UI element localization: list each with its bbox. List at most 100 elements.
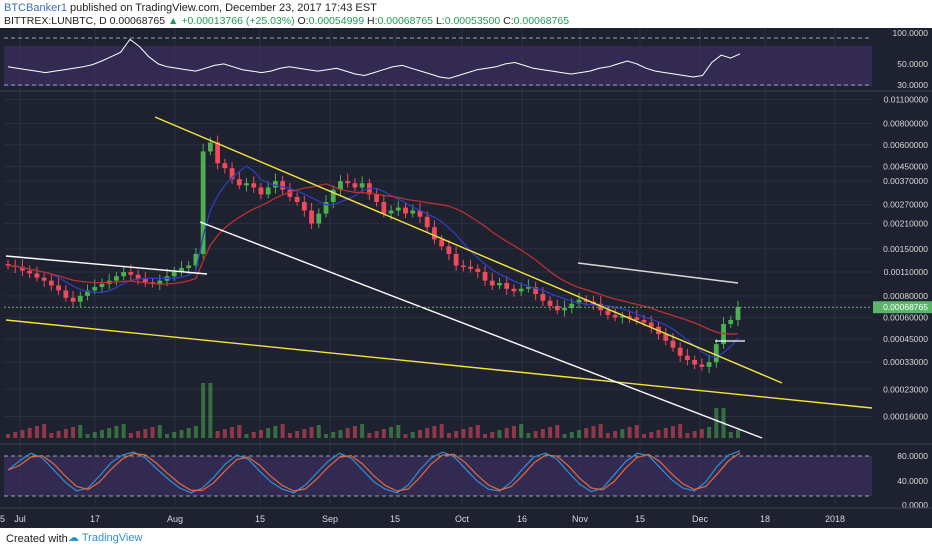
volume-bar (707, 427, 712, 438)
volume-bar (475, 425, 480, 438)
candle-body (265, 187, 271, 195)
candle-body (460, 265, 466, 267)
volume-bar (381, 429, 386, 438)
price-chart[interactable]: 100.0000 50.0000 30.0000 0.01100000 0.008000… (0, 28, 932, 528)
time-tick-label: 15 (0, 514, 5, 524)
volume-bar (165, 434, 170, 438)
stochastic-k-line (7, 450, 741, 494)
volume-bar (352, 426, 357, 438)
candle-body (374, 194, 380, 203)
volume-bar (569, 432, 574, 438)
volume-bar (417, 430, 422, 438)
time-tick-label: Sep (322, 514, 338, 524)
open-value: 0.00054999 (308, 15, 365, 27)
volume-bar (685, 433, 690, 438)
candle-body (128, 272, 134, 275)
candle-body (236, 179, 242, 186)
volume-bar (99, 430, 104, 438)
candle-body (200, 151, 206, 254)
candle-body (432, 227, 437, 240)
volume-bar (49, 433, 54, 438)
stochastic-tick-label: 40.0000 (897, 476, 928, 486)
volume-bar (439, 424, 444, 438)
price-tick-label: 0.00060000 (883, 312, 928, 322)
last-price: 0.00068765 (109, 15, 166, 27)
volume-bar (85, 434, 90, 438)
volume-bar (136, 431, 141, 438)
volume-bar (670, 426, 675, 438)
last-price-tag-label: 0.00068765 (883, 302, 928, 312)
chart-header: BTCBanker1 published on TradingView.com,… (0, 0, 932, 28)
candle-body (489, 280, 495, 286)
candle-body (20, 266, 25, 271)
candle-body (395, 207, 401, 211)
close-label: C: (503, 15, 514, 27)
volume-bar (620, 429, 625, 438)
tradingview-logo[interactable]: ☁ TradingView (68, 531, 142, 544)
price-tick-label: 0.00150000 (883, 244, 928, 254)
price-axis: 100.0000 50.0000 30.0000 0.01100000 0.008000… (873, 28, 932, 510)
volume-bar (230, 427, 235, 438)
volume-bar (461, 429, 466, 438)
volume-bar (699, 429, 704, 438)
volume-bar (446, 433, 451, 438)
candle-body (728, 319, 734, 324)
candle-body (186, 265, 192, 269)
volume-bar (237, 425, 242, 438)
price-tick-label: 0.00023000 (883, 384, 928, 394)
volume-bar (244, 434, 249, 438)
time-tick-label: Jul (14, 514, 26, 524)
candle-body (157, 280, 163, 284)
candle-body (663, 334, 669, 341)
volume-bar (302, 429, 307, 438)
volume-bar (121, 424, 126, 438)
published-text: published on TradingView.com, December 2… (70, 2, 377, 14)
candle-body (627, 316, 632, 318)
symbol-label[interactable]: BITTREX:LUNBTC, D (4, 15, 107, 27)
volume-bar (193, 426, 198, 438)
volume-bar (374, 431, 379, 438)
candle-body (207, 142, 213, 152)
candle-body (41, 277, 47, 281)
volume-bar (208, 383, 213, 438)
low-label: L: (435, 15, 445, 27)
candle-body (605, 310, 611, 315)
volume-bar (591, 426, 596, 438)
volume-bar (63, 429, 68, 438)
price-tick-label: 0.00370000 (883, 176, 928, 186)
candle-body (504, 283, 510, 289)
volume-bar (309, 427, 314, 438)
candle-body (48, 280, 54, 286)
volume-bar (20, 430, 25, 438)
volume-bar (338, 430, 343, 438)
volume-bar (548, 427, 553, 438)
author-link[interactable]: BTCBanker1 (4, 2, 67, 14)
candle-body (648, 322, 654, 327)
candle-body (77, 295, 83, 302)
volume-bar (215, 431, 220, 438)
volume-bar (728, 432, 733, 438)
volume-bar (360, 424, 365, 438)
candle-body (316, 213, 322, 224)
volume-bar (389, 427, 394, 438)
candle-body (258, 187, 264, 195)
candle-body (735, 306, 741, 320)
grey-reference-line (577, 262, 739, 284)
volume-bar (251, 432, 256, 438)
volume-bar (107, 428, 112, 438)
candle-body (583, 299, 589, 302)
volume-bar (649, 432, 654, 438)
volume-bar (613, 431, 618, 438)
candle-body (251, 183, 257, 188)
volume-bar (678, 424, 683, 438)
candle-body (345, 181, 351, 184)
candle-body (511, 288, 517, 292)
volume-bar (324, 434, 329, 438)
time-tick-label: Nov (572, 514, 589, 524)
stochastic-band (4, 456, 872, 496)
tradingview-brand: TradingView (81, 532, 143, 544)
volume-bar (605, 433, 610, 438)
candle-body (475, 268, 481, 273)
volume-bar (143, 429, 148, 438)
candle-body (330, 189, 336, 203)
